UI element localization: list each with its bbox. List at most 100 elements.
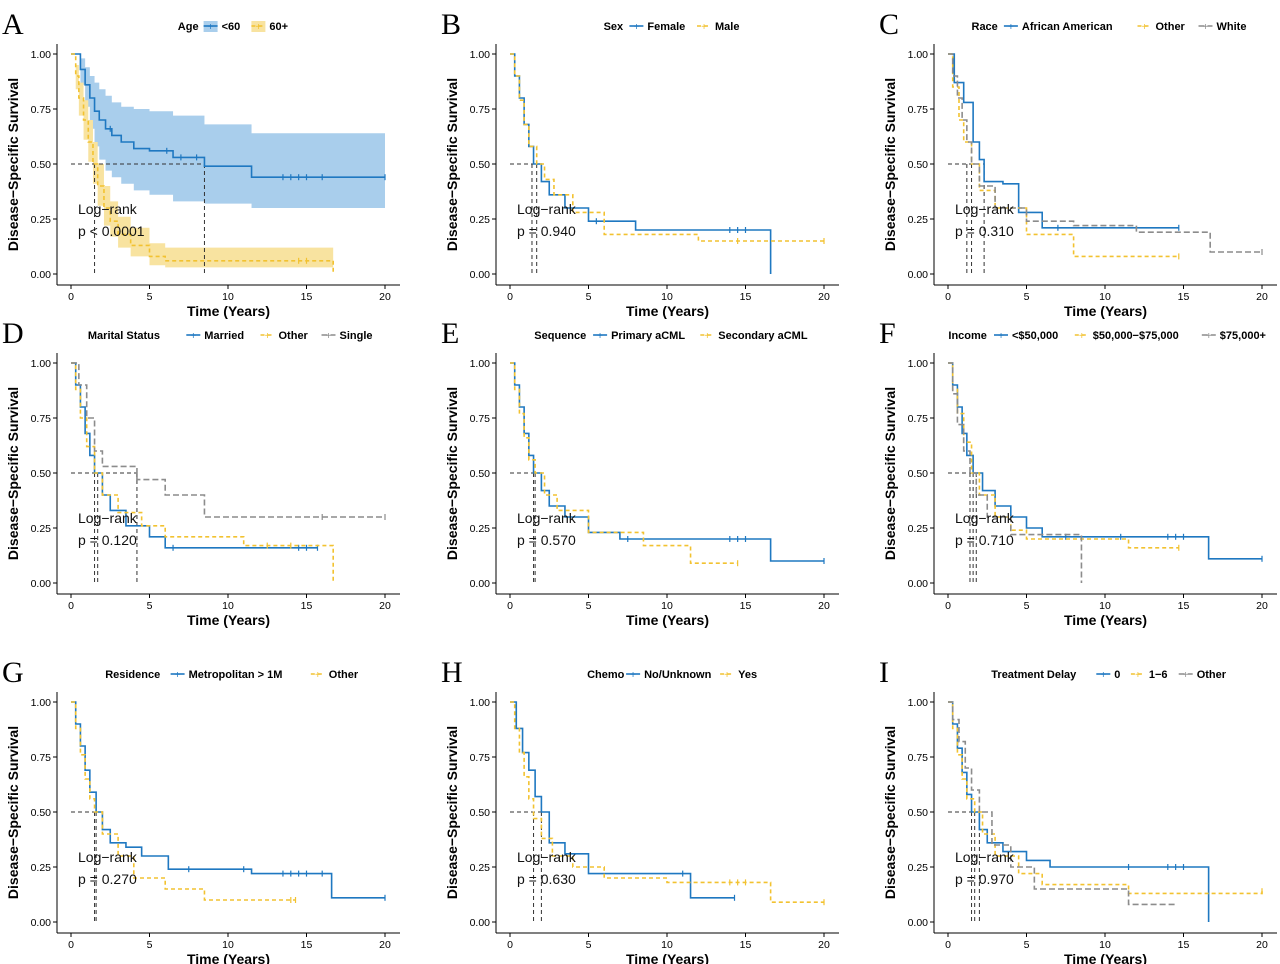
panel-letter: D — [2, 317, 24, 350]
legend-key-censor: + — [1135, 670, 1141, 681]
legend-label: 0 — [1114, 669, 1120, 681]
x-tick-label: 5 — [586, 939, 592, 951]
panel-h: H Chemo + No/Unknown + Yes 0.00 0.25 0.50 0.75 1.0… — [441, 656, 839, 964]
legend-key-censor: + — [701, 22, 707, 33]
legend-label: Primary aCML — [611, 330, 685, 342]
x-tick-label: 0 — [507, 939, 513, 951]
logrank-label: Log−rank — [78, 849, 138, 865]
y-axis-title: Disease−Specific Survival — [5, 387, 21, 560]
y-tick-label: 0.75 — [470, 413, 491, 425]
y-axis-title: Disease−Specific Survival — [882, 78, 898, 251]
y-tick-label: 0.00 — [31, 269, 52, 281]
y-axis-title: Disease−Specific Survival — [882, 387, 898, 560]
y-tick-label: 0.75 — [470, 752, 491, 764]
x-tick-label: 5 — [586, 291, 592, 303]
p-value-label: p = 0.570 — [517, 532, 576, 548]
p-value-label: p = 0.270 — [78, 871, 137, 887]
km-curve--75-000- — [948, 362, 1083, 583]
x-tick-label: 5 — [147, 291, 153, 303]
legend-label: Other — [329, 669, 359, 681]
p-value-label: p < 0.0001 — [78, 223, 145, 239]
panel-letter: E — [441, 317, 459, 350]
x-tick-label: 5 — [1024, 939, 1030, 951]
legend-label: Yes — [738, 669, 757, 681]
y-tick-label: 0.75 — [31, 104, 52, 116]
y-tick-label: 0.50 — [31, 468, 52, 480]
logrank-label: Log−rank — [517, 849, 577, 865]
y-tick-label: 1.00 — [470, 49, 491, 61]
legend-key-censor: + — [1206, 331, 1212, 342]
x-tick-label: 15 — [301, 939, 313, 951]
x-tick-label: 15 — [301, 291, 313, 303]
legend-key-censor: + — [255, 22, 261, 33]
legend-title: Marital Status — [88, 330, 160, 342]
km-curve-metropolitan-1m — [71, 701, 385, 899]
x-tick-label: 10 — [222, 939, 234, 951]
x-tick-label: 20 — [818, 600, 830, 612]
x-tick-label: 0 — [507, 291, 513, 303]
p-value-label: p = 0.120 — [78, 532, 137, 548]
y-tick-label: 0.75 — [908, 752, 929, 764]
logrank-label: Log−rank — [78, 201, 138, 217]
y-tick-label: 0.00 — [470, 917, 491, 929]
legend-key-censor: + — [326, 331, 332, 342]
legend-key-censor: + — [265, 331, 271, 342]
y-tick-label: 0.25 — [31, 862, 52, 874]
legend-key-censor: + — [315, 670, 321, 681]
legend-key-censor: + — [1100, 670, 1106, 681]
x-tick-label: 15 — [1178, 939, 1190, 951]
p-value-label: p = 0.940 — [517, 223, 576, 239]
legend-key-censor: + — [1079, 331, 1085, 342]
legend-title: Income — [948, 330, 987, 342]
km-curve-single — [71, 362, 385, 518]
legend-label: $50,000−$75,000 — [1093, 330, 1179, 342]
panel-letter: I — [879, 656, 889, 689]
y-tick-label: 0.50 — [470, 159, 491, 171]
panel-i: I Treatment Delay +0 +1−6 + Other 0.00 0.25 0.50… — [879, 656, 1277, 964]
panel-letter: F — [879, 317, 896, 350]
panel-c: C Race + African American + Other + White 0.00 0.… — [879, 8, 1277, 319]
km-curve-no-unknown — [510, 701, 735, 899]
x-axis-title: Time (Years) — [626, 303, 709, 319]
y-tick-label: 0.00 — [31, 578, 52, 590]
x-tick-label: 0 — [68, 600, 74, 612]
x-axis-title: Time (Years) — [187, 303, 270, 319]
legend-label: Female — [647, 21, 685, 33]
km-curve--50-000-75-000 — [948, 362, 1179, 549]
x-tick-label: 10 — [661, 939, 673, 951]
y-tick-label: 0.25 — [470, 862, 491, 874]
x-tick-label: 0 — [945, 939, 951, 951]
x-tick-label: 0 — [68, 291, 74, 303]
p-value-label: p = 0.970 — [955, 871, 1014, 887]
legend-key-censor: + — [724, 670, 730, 681]
legend-label: Other — [1156, 21, 1186, 33]
legend-label: 60+ — [269, 21, 288, 33]
panel-a: A Age + <60 +60+ 0.00 0.25 0.50 0.75 1.00 0 5 10 15 20… — [2, 8, 400, 319]
km-curve-secondary-acml — [510, 362, 738, 564]
y-axis-title: Disease−Specific Survival — [444, 78, 460, 251]
km-curve-other — [71, 362, 334, 583]
km-curve-other — [71, 701, 296, 901]
legend-key-censor: + — [633, 22, 639, 33]
y-tick-label: 0.75 — [908, 413, 929, 425]
x-tick-label: 15 — [740, 600, 752, 612]
panel-b: B Sex + Female + Male 0.00 0.25 0.50 0.75 1.00 0 5 10… — [441, 8, 839, 319]
y-tick-label: 0.00 — [470, 578, 491, 590]
x-tick-label: 0 — [68, 939, 74, 951]
y-tick-label: 0.00 — [908, 578, 929, 590]
panel-g: G Residence + Metropolitan > 1M + Other 0.00 0.… — [2, 656, 400, 964]
legend-key-censor: + — [704, 331, 710, 342]
y-tick-label: 0.50 — [31, 807, 52, 819]
x-tick-label: 5 — [147, 600, 153, 612]
y-tick-label: 0.25 — [470, 214, 491, 226]
legend-key-censor: + — [190, 331, 196, 342]
km-curve-other — [948, 701, 1176, 906]
legend-label: Other — [1197, 669, 1227, 681]
y-axis-title: Disease−Specific Survival — [882, 726, 898, 899]
km-curve-other — [948, 53, 1179, 258]
logrank-label: Log−rank — [78, 510, 138, 526]
legend-label: 1−6 — [1149, 669, 1168, 681]
panel-e: E Sequence + Primary aCML + Secondary aCML 0.0… — [441, 317, 839, 628]
km-curve-african-american — [948, 53, 1179, 229]
y-tick-label: 1.00 — [31, 697, 52, 709]
